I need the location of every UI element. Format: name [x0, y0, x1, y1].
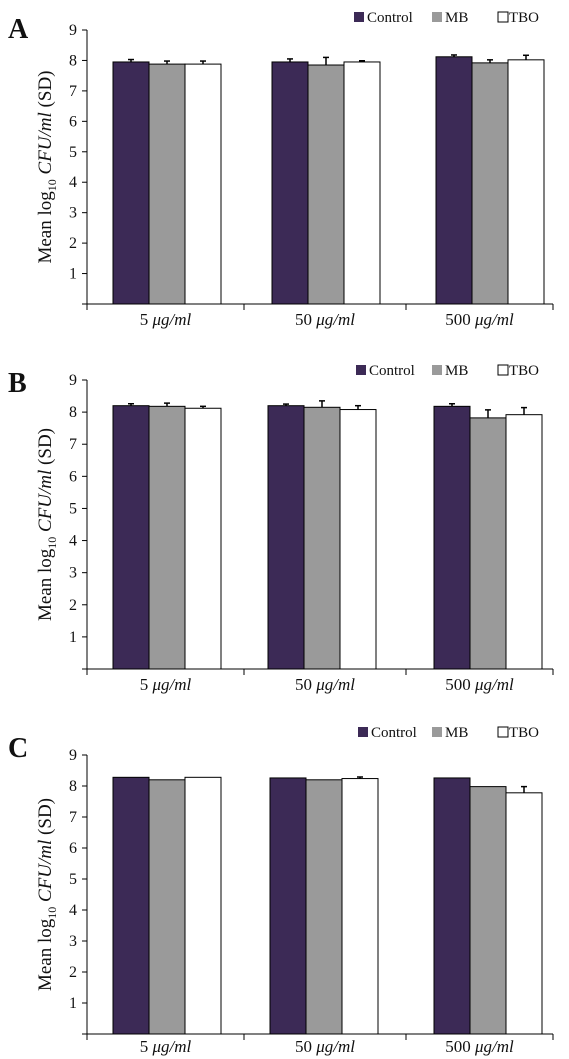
bar-mb-1: [305, 779, 343, 1035]
y-tick-label: 7: [69, 809, 77, 826]
bar-control-2: [433, 777, 471, 1035]
legend-label-control: Control: [369, 363, 415, 379]
legend-label-mb: MB: [445, 363, 468, 379]
y-tick-label: 3: [69, 205, 77, 222]
legend-swatch-mb: [432, 365, 442, 375]
bar-tbo-0: [184, 407, 222, 670]
bar-tbo-1: [341, 778, 379, 1035]
chart-panel-C: C 1 2 3 4 5 6 7 8 9 Mean log10 CFU/ml (SD) 5 μg/ml 5…: [8, 725, 554, 1056]
bar-tbo-2: [505, 414, 543, 670]
y-tick-label: 3: [69, 933, 77, 950]
bar-mb-0: [148, 63, 186, 305]
legend-label-tbo: TBO: [509, 10, 539, 26]
legend-swatch-control: [358, 727, 368, 737]
y-axis-label: Mean log10 CFU/ml (SD): [35, 70, 59, 263]
y-tick-label: 1: [69, 629, 77, 646]
panel-letter: B: [8, 368, 27, 399]
y-tick-label: 2: [69, 597, 77, 614]
legend-swatch-mb: [432, 12, 442, 22]
y-tick-label: 3: [69, 565, 77, 582]
bar-tbo-0: [184, 63, 222, 305]
y-tick-label: 7: [69, 436, 77, 453]
y-tick-label: 4: [69, 533, 77, 550]
bar-tbo-0: [184, 776, 222, 1035]
panel-letter: A: [8, 14, 29, 45]
bar-control-0: [112, 405, 150, 670]
legend-swatch-tbo: [497, 726, 509, 738]
bar-control-0: [112, 776, 150, 1035]
y-tick-label: 6: [69, 840, 77, 857]
y-tick-label: 4: [69, 174, 77, 191]
legend-label-tbo: TBO: [509, 363, 539, 379]
y-tick-label: 4: [69, 902, 77, 919]
bar-control-1: [271, 61, 309, 305]
bar-control-2: [433, 405, 471, 670]
bar-mb-0: [148, 405, 186, 670]
y-tick-label: 8: [69, 52, 77, 69]
x-category-label: 50 μg/ml: [295, 675, 355, 694]
panel-letter: C: [8, 733, 28, 764]
legend-label-tbo: TBO: [509, 725, 539, 741]
x-category-label: 500 μg/ml: [445, 310, 514, 329]
bar-control-0: [112, 61, 150, 305]
bar-control-1: [267, 405, 305, 670]
bar-tbo-1: [339, 409, 377, 670]
bar-control-1: [269, 777, 307, 1035]
bar-tbo-2: [505, 792, 543, 1035]
bar-mb-1: [307, 64, 345, 305]
legend-swatch-control: [354, 12, 364, 22]
y-tick-label: 6: [69, 113, 77, 130]
legend-swatch-tbo: [497, 11, 509, 23]
y-tick-label: 9: [69, 22, 77, 39]
y-axis-label: Mean log10 CFU/ml (SD): [35, 798, 59, 991]
y-tick-label: 5: [69, 500, 77, 517]
x-category-label: 50 μg/ml: [295, 1037, 355, 1056]
chart-panel-B: B 1 2 3 4 5 6 7 8 9 Mean log10 CFU/ml (SD) 5 μg/ml 5…: [8, 363, 554, 694]
bar-tbo-1: [343, 61, 381, 305]
bar-mb-0: [148, 779, 186, 1035]
legend-swatch-control: [356, 365, 366, 375]
y-tick-label: 5: [69, 144, 77, 161]
legend-swatch-mb: [432, 727, 442, 737]
x-category-label: 50 μg/ml: [295, 310, 355, 329]
y-tick-label: 8: [69, 404, 77, 421]
bar-mb-2: [469, 786, 507, 1035]
y-tick-label: 8: [69, 778, 77, 795]
y-tick-label: 2: [69, 964, 77, 981]
legend-swatch-tbo: [497, 364, 509, 376]
legend-label-mb: MB: [445, 10, 468, 26]
x-category-label: 5 μg/ml: [140, 1037, 192, 1056]
y-tick-label: 2: [69, 235, 77, 252]
bar-mb-2: [469, 417, 507, 670]
bar-control-2: [435, 56, 473, 305]
y-tick-label: 9: [69, 372, 77, 389]
y-tick-label: 1: [69, 266, 77, 283]
x-category-label: 500 μg/ml: [445, 1037, 514, 1056]
legend-label-mb: MB: [445, 725, 468, 741]
y-tick-label: 1: [69, 995, 77, 1012]
y-tick-label: 9: [69, 747, 77, 764]
y-axis-label: Mean log10 CFU/ml (SD): [35, 428, 59, 621]
x-category-label: 500 μg/ml: [445, 675, 514, 694]
legend-label-control: Control: [371, 725, 417, 741]
legend-label-control: Control: [367, 10, 413, 26]
bar-mb-2: [471, 62, 509, 305]
x-category-label: 5 μg/ml: [140, 675, 192, 694]
x-category-label: 5 μg/ml: [140, 310, 192, 329]
y-tick-label: 6: [69, 468, 77, 485]
bar-mb-1: [303, 406, 341, 670]
y-tick-label: 7: [69, 83, 77, 100]
bar-tbo-2: [507, 59, 545, 305]
chart-panel-A: A 1 2 3 4 5 6 7 8 9 Mean log10 CFU/ml (SD) 5 μg/ml 5…: [8, 10, 554, 329]
y-tick-label: 5: [69, 871, 77, 888]
